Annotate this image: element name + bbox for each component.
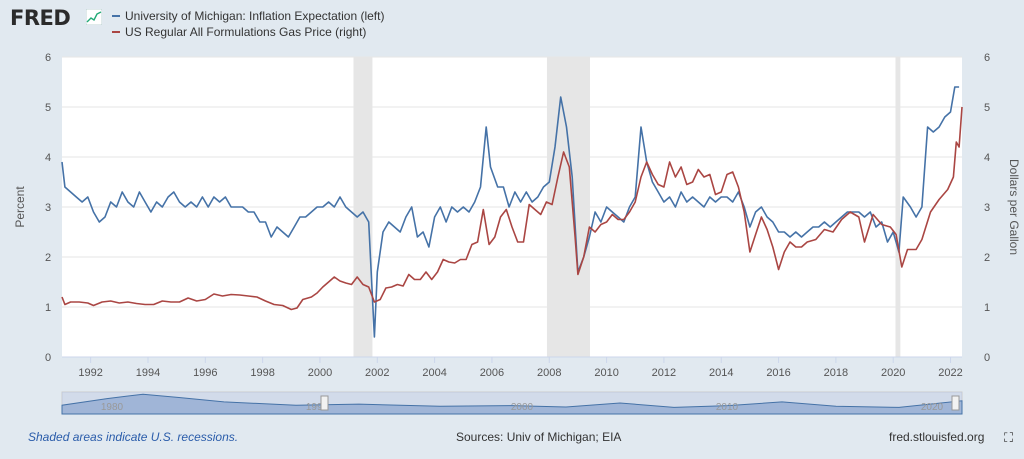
y-left-tick-3: 3 [45,202,51,214]
fullscreen-icon[interactable]: ⛶ [1004,430,1014,445]
x-tick-2: 1996 [193,367,217,379]
y-left-tick-6: 6 [45,52,51,64]
y-right-tick-1: 1 [984,302,990,314]
navigator-tick-2: 2000 [511,402,534,413]
chart[interactable]: 0 1 2 3 4 5 6 0 1 2 3 4 5 6 1992 1994 1996 1998 2000 2002 20… [0,0,1024,430]
navigator-handle-1[interactable] [951,395,960,411]
y-left-tick-2: 2 [45,252,51,264]
y-right-tick-3: 3 [984,202,990,214]
legend-item-inflation: University of Michigan: Inflation Expect… [112,8,384,24]
y-right-tick-2: 2 [984,252,990,264]
y-left-axis-label: Percent [13,186,27,228]
y-left-tick-1: 1 [45,302,51,314]
y-right-axis-label: Dollars per Gallon [1007,159,1021,255]
recession-note: Shaded areas indicate U.S. recessions. [28,430,239,444]
x-tick-5: 2002 [365,367,389,379]
x-tick-6: 2004 [422,367,446,379]
line-chart-icon [86,9,102,25]
navigator-series [61,393,963,415]
legend-label-inflation: University of Michigan: Inflation Expect… [125,9,385,23]
y-right-tick-6: 6 [984,52,990,64]
legend-item-gas-price: US Regular All Formulations Gas Price (r… [112,24,384,40]
y-left-tick-0: 0 [45,352,51,364]
x-tick-7: 2006 [480,367,504,379]
legend-swatch-gas-price [112,31,120,33]
y-left-tick-4: 4 [45,152,51,164]
x-tick-9: 2010 [594,367,618,379]
x-tick-8: 2008 [537,367,561,379]
x-tick-4: 2000 [308,367,332,379]
y-left-tick-5: 5 [45,102,51,114]
site-link[interactable]: fred.stlouisfed.org [889,430,985,444]
x-tick-13: 2018 [824,367,848,379]
chart-legend: University of Michigan: Inflation Expect… [112,8,384,40]
sources-text: Sources: Univ of Michigan; EIA [456,430,622,444]
navigator-tick-4: 2020 [921,402,944,413]
x-tick-0: 1992 [78,367,102,379]
legend-label-gas-price: US Regular All Formulations Gas Price (r… [125,25,367,39]
series-line-0 [61,86,960,338]
series-line-1 [61,106,963,311]
fred-logo[interactable]: FRED [10,6,71,30]
y-right-tick-0: 0 [984,352,990,364]
navigator-handle-0[interactable] [320,395,329,411]
navigator-tick-0: 1980 [101,402,124,413]
x-tick-12: 2016 [766,367,790,379]
x-tick-11: 2014 [709,367,733,379]
x-tick-15: 2022 [938,367,962,379]
navigator-tick-1: 1990 [306,402,329,413]
x-tick-10: 2012 [652,367,676,379]
x-tick-14: 2020 [881,367,905,379]
x-tick-1: 1994 [136,367,160,379]
x-tick-3: 1998 [250,367,274,379]
legend-swatch-inflation [112,15,120,17]
navigator-tick-3: 2010 [716,402,739,413]
y-right-tick-5: 5 [984,102,990,114]
y-right-tick-4: 4 [984,152,990,164]
